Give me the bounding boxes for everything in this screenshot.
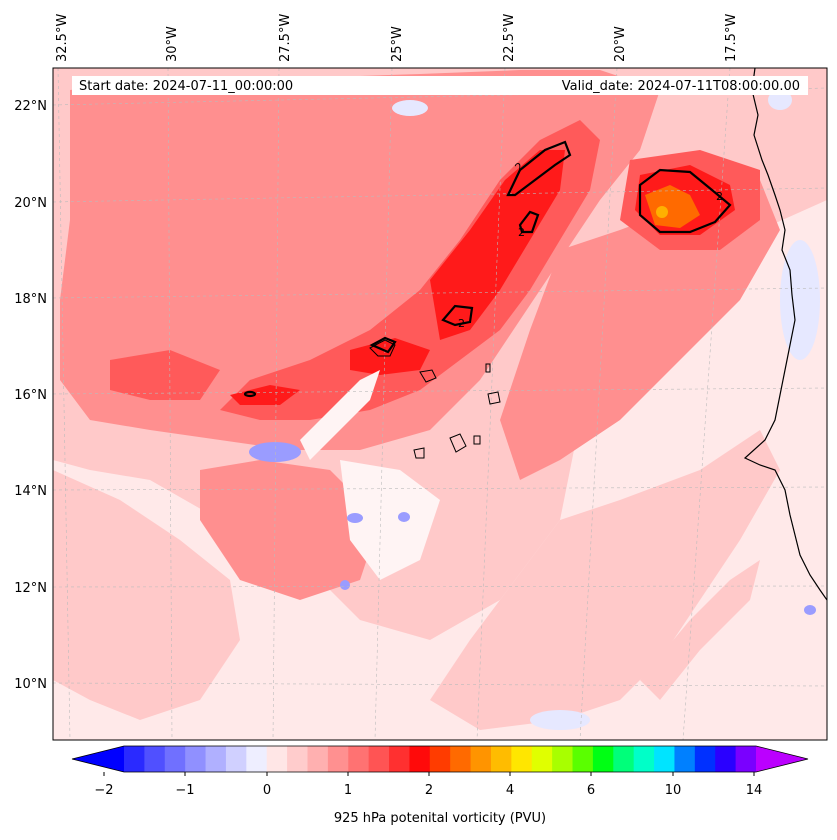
colorbar-segment <box>307 746 329 772</box>
colorbar-segment <box>715 746 737 772</box>
date-banner <box>72 76 808 95</box>
lat-label: 16°N <box>14 388 47 403</box>
islands <box>369 339 501 459</box>
colorbar-segment <box>735 746 757 772</box>
colorbar-segment <box>389 746 410 772</box>
colorbar-tick-label: −2 <box>94 783 113 798</box>
colorbar <box>71 745 809 773</box>
colorbar-segment <box>694 746 716 772</box>
map-area: 2 2 2 2 <box>53 68 827 740</box>
lat-label: 22°N <box>14 99 47 114</box>
lon-label: 30°W <box>165 26 180 62</box>
lon-label: 25°W <box>390 26 405 62</box>
colorbar-segment <box>674 746 696 772</box>
colorbar-segment <box>246 746 268 772</box>
lon-labels: 32.5°W 30°W 27.5°W 25°W 22.5°W 20°W 17.5… <box>55 14 739 62</box>
colorbar-segment <box>572 746 594 772</box>
colorbar-outline <box>71 745 809 773</box>
lat-label: 20°N <box>14 196 47 211</box>
colorbar-segment <box>633 746 655 772</box>
colorbar-segment <box>654 746 675 772</box>
colorbar-segment <box>592 746 614 772</box>
colorbar-segment <box>470 746 492 772</box>
colorbar-segment <box>266 746 288 772</box>
colorbar-tick-label: 10 <box>665 783 682 798</box>
colorbar-segment <box>348 746 370 772</box>
start-date: Start date: 2024-07-11_00:00:00 <box>79 79 293 94</box>
valid-date: Valid_date: 2024-07-11T08:00:00.00 <box>562 79 800 94</box>
coastline-africa <box>743 68 827 601</box>
map-frame <box>52 67 828 741</box>
colorbar-segment <box>429 746 451 772</box>
colorbar-segment <box>327 746 349 772</box>
colorbar-extend-max <box>756 746 808 772</box>
colorbar-ticks: −2 −1 0 1 2 4 6 10 14 <box>94 783 762 798</box>
colorbar-tick-marks <box>103 772 755 776</box>
colorbar-tick-label: 2 <box>425 783 433 798</box>
colorbar-segment <box>490 746 512 772</box>
colorbar-segment <box>185 746 207 772</box>
pv-contour-2 <box>243 140 732 398</box>
colorbar-segment <box>511 746 533 772</box>
colorbar-segment <box>124 746 145 772</box>
colorbar-segment <box>287 746 308 772</box>
colorbar-segment <box>144 746 166 772</box>
contour-label: 2 <box>458 317 465 330</box>
colorbar-segment <box>409 746 431 772</box>
colorbar-segment <box>552 746 574 772</box>
colorbar-segment <box>225 746 247 772</box>
pv-field-low <box>300 370 440 580</box>
lat-label: 14°N <box>14 484 47 499</box>
colorbar-segment <box>368 746 390 772</box>
pv-field-yellow-core <box>656 206 668 218</box>
lat-label: 10°N <box>14 677 47 692</box>
lat-labels: 22°N 20°N 18°N 16°N 14°N 12°N 10°N <box>14 99 47 692</box>
contour-label: 2 <box>518 226 525 239</box>
colorbar-tick-label: 4 <box>506 783 514 798</box>
colorbar-segment <box>531 746 553 772</box>
pv-field-negative <box>249 442 816 615</box>
colorbar-segment <box>205 746 227 772</box>
lon-label: 20°W <box>613 26 628 62</box>
colorbar-tick-label: 14 <box>746 783 763 798</box>
lon-label: 17.5°W <box>724 14 739 62</box>
lon-label: 22.5°W <box>502 14 517 62</box>
lon-label: 32.5°W <box>55 14 70 62</box>
pv-field-medium <box>60 70 780 600</box>
colorbar-tick-label: 0 <box>263 783 271 798</box>
colorbar-segment <box>164 746 186 772</box>
colorbar-label: 925 hPa potenital vorticity (PVU) <box>334 811 546 826</box>
pv-field-orange <box>645 185 700 228</box>
colorbar-tick-label: 1 <box>344 783 352 798</box>
colorbar-segment <box>613 746 635 772</box>
colorbar-segment <box>450 746 472 772</box>
colorbar-tick-label: −1 <box>175 783 194 798</box>
contour-label: 2 <box>716 190 723 203</box>
lon-label: 27.5°W <box>278 14 293 62</box>
lat-label: 18°N <box>14 292 47 307</box>
colorbar-extend-min <box>72 746 124 772</box>
colorbar-tick-label: 6 <box>587 783 595 798</box>
lat-label: 12°N <box>14 581 47 596</box>
